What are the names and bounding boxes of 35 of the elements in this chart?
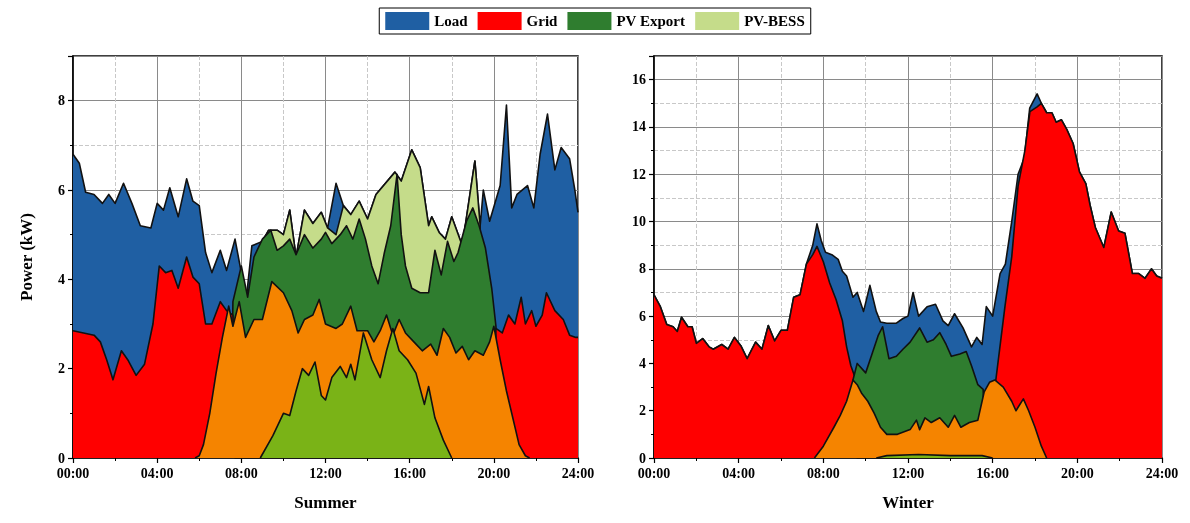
y-tick-label: 2 bbox=[639, 403, 646, 419]
x-tick-label: 08:00 bbox=[225, 465, 258, 481]
x-tick-label: 12:00 bbox=[309, 465, 342, 481]
x-tick-label: 20:00 bbox=[477, 465, 511, 481]
x-tick-label: 24:00 bbox=[561, 465, 595, 481]
x-tick-label: 04:00 bbox=[140, 465, 174, 481]
x-tick-label: 00:00 bbox=[637, 465, 671, 481]
x-tick-label: 20:00 bbox=[1061, 465, 1094, 481]
y-tick-label: 16 bbox=[632, 72, 646, 88]
legend-label: Load bbox=[434, 13, 469, 29]
x-axis-title: Winter bbox=[882, 493, 935, 512]
x-tick-label: 12:00 bbox=[891, 465, 925, 481]
y-tick-label: 0 bbox=[639, 450, 646, 466]
legend-label: PV-BESS bbox=[744, 13, 805, 29]
legend-label: Grid bbox=[526, 13, 559, 29]
y-tick-label: 6 bbox=[58, 182, 65, 198]
y-tick-label: 0 bbox=[58, 450, 65, 466]
x-tick-label: 16:00 bbox=[393, 465, 426, 481]
x-tick-label: 24:00 bbox=[1145, 465, 1179, 481]
y-tick-label: 2 bbox=[58, 361, 65, 377]
y-tick-label: 10 bbox=[632, 214, 646, 230]
y-tick-label: 6 bbox=[639, 308, 646, 324]
y-tick-label: 8 bbox=[639, 261, 646, 277]
x-tick-label: 16:00 bbox=[976, 465, 1009, 481]
x-tick-label: 08:00 bbox=[807, 465, 840, 481]
x-tick-label: 04:00 bbox=[722, 465, 755, 481]
legend-label: PV Export bbox=[616, 13, 685, 29]
y-tick-label: 14 bbox=[632, 119, 646, 135]
y-tick-label: 8 bbox=[58, 93, 65, 109]
x-axis-title: Summer bbox=[294, 493, 358, 512]
y-tick-label: 12 bbox=[632, 166, 646, 182]
y-axis-title: Power (kW) bbox=[17, 213, 36, 301]
x-tick-label: 00:00 bbox=[56, 465, 90, 481]
y-tick-label: 4 bbox=[58, 271, 65, 287]
y-tick-label: 4 bbox=[639, 355, 646, 371]
